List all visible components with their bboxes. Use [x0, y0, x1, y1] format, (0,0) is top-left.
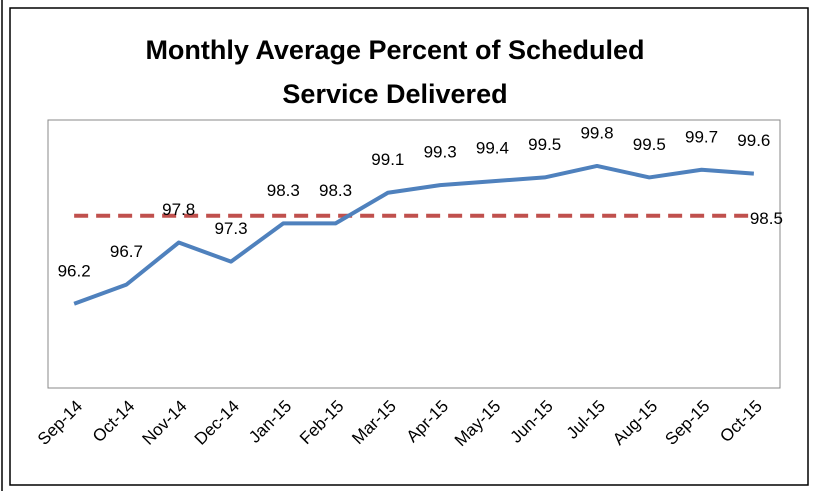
data-label: 97.8	[162, 200, 195, 219]
chart-frame	[9, 7, 809, 486]
x-tick-label: Dec-14	[191, 397, 243, 449]
x-tick-label: Feb-15	[296, 397, 348, 449]
x-tick-label: Jul-15	[563, 397, 609, 443]
data-label: 99.3	[424, 143, 457, 162]
x-tick-label: Sep-14	[34, 397, 86, 449]
data-label: 98.3	[319, 181, 352, 200]
data-label: 99.8	[580, 123, 613, 142]
data-label: 98.3	[267, 181, 300, 200]
data-line	[73, 163, 755, 306]
x-tick-label: Apr-15	[403, 397, 453, 447]
x-tick-label: Aug-15	[609, 397, 661, 449]
data-label: 96.2	[58, 261, 91, 280]
chart-title: Monthly Average Percent of Scheduled Ser…	[145, 35, 645, 109]
data-label: 99.6	[737, 131, 770, 150]
x-tick-label: Mar-15	[348, 397, 400, 449]
data-label: 97.3	[214, 219, 247, 238]
data-label: 99.5	[528, 135, 561, 154]
data-label: 99.4	[476, 139, 509, 158]
data-label: 99.7	[685, 127, 718, 146]
target-label: 98.5	[750, 209, 783, 228]
x-tick-label: Jun-15	[507, 397, 557, 447]
x-tick-label: May-15	[451, 397, 505, 451]
x-tick-label: Nov-14	[139, 397, 191, 449]
x-tick-label: Oct-15	[716, 397, 766, 447]
x-tick-label: Jan-15	[245, 397, 295, 447]
data-label: 99.1	[371, 150, 404, 169]
x-tick-label: Sep-15	[661, 397, 713, 449]
data-label: 96.7	[110, 242, 143, 261]
plot-area	[47, 119, 781, 389]
data-label: 99.5	[633, 135, 666, 154]
x-tick-label: Oct-14	[89, 397, 139, 447]
